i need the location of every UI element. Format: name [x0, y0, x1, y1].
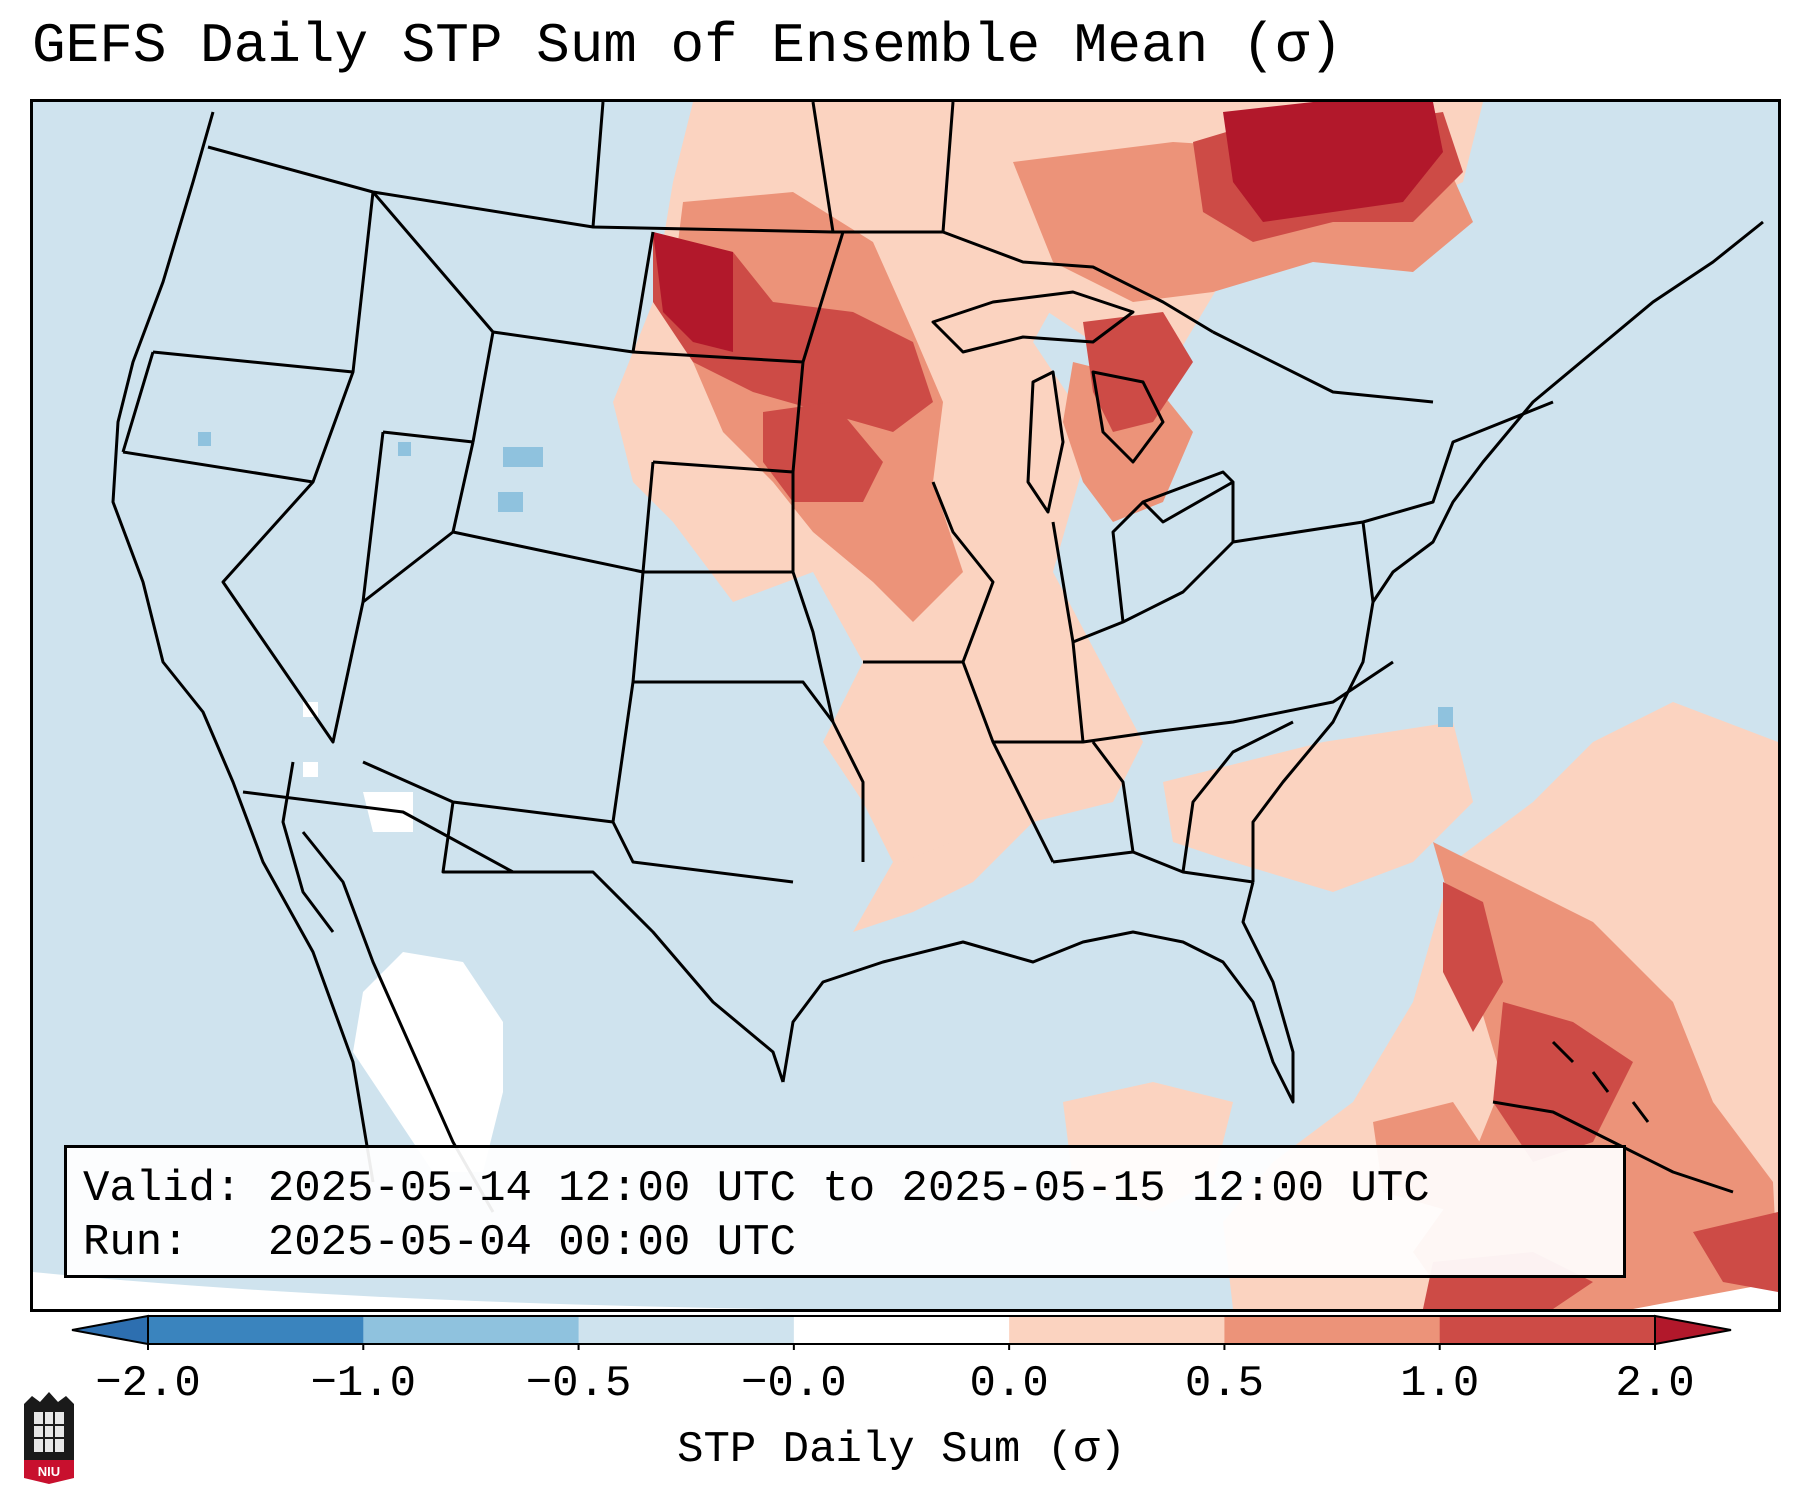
colorbar-tick-label: −0.0	[741, 1359, 847, 1409]
map-canvas	[33, 102, 1778, 1309]
colorbar-outline	[147, 1315, 1656, 1345]
lake-michigan	[1026, 370, 1065, 514]
anomaly-negative-virginia	[1438, 707, 1453, 727]
colorbar-tick-label: −2.0	[95, 1359, 201, 1409]
state-lines-east	[863, 400, 1554, 884]
gulf-coastline	[781, 881, 1295, 1104]
valid-run-info-box: Valid: 2025-05-14 12:00 UTC to 2025-05-1…	[64, 1145, 1626, 1278]
anomaly-negative-idaho	[498, 447, 543, 512]
projection-edge	[33, 1272, 773, 1309]
anomaly-negative-oregon	[198, 432, 411, 456]
geographic-outlines	[111, 102, 1764, 1213]
anomaly-near-zero-arizona	[363, 792, 413, 832]
anomaly-light-positive-texas	[833, 662, 993, 862]
colorbar-bin	[363, 1316, 580, 1344]
canada-province-lines	[591, 102, 1434, 404]
lake-superior	[931, 290, 1135, 354]
anomaly-near-zero-nevada	[303, 702, 318, 777]
state-lines-west	[121, 191, 655, 744]
colorbar-tick-label: 0.5	[1184, 1359, 1265, 1409]
colorbar-bin	[793, 1316, 1010, 1344]
anomaly-extreme-positive-montana	[653, 232, 733, 352]
chart-title: GEFS Daily STP Sum of Ensemble Mean (σ)	[32, 14, 1343, 78]
anomaly-near-zero-mexico	[353, 952, 503, 1172]
atlantic-coastline	[1251, 220, 1764, 882]
run-label: Run:	[83, 1218, 189, 1268]
colorbar-tick-label: 1.0	[1400, 1359, 1480, 1409]
colorbar-svg	[71, 1314, 1732, 1350]
colorbar-tick-label: −0.5	[525, 1359, 632, 1409]
colorbar-bin	[148, 1316, 364, 1344]
anomaly-strong-positive-caribbean	[1693, 1212, 1778, 1292]
colorbar-extend-low	[71, 1314, 149, 1346]
state-lines-central	[362, 231, 865, 884]
colorbar-tick-label: 0.0	[969, 1359, 1049, 1409]
colorbar-tick-label: −1.0	[310, 1359, 417, 1409]
colorbar	[0, 1310, 1803, 1350]
niu-logo: NIU	[24, 1392, 74, 1484]
colorbar-extend-high	[1654, 1314, 1732, 1346]
colorbar-bin	[1009, 1316, 1225, 1344]
anomaly-extreme-positive-north	[1223, 102, 1443, 222]
valid-time-range: 2025-05-14 12:00 UTC to 2025-05-15 12:00…	[267, 1164, 1430, 1214]
projection-edge-right	[1533, 1252, 1778, 1309]
colorbar-bin	[1439, 1316, 1656, 1344]
pacific-coastline	[111, 111, 375, 1183]
lake-huron	[1091, 370, 1165, 464]
cuba-outline	[1492, 1100, 1734, 1194]
anomaly-strong-positive-wisconsin	[1083, 312, 1193, 432]
colorbar-label: STP Daily Sum (σ)	[677, 1425, 1126, 1475]
logo-text: NIU	[38, 1464, 60, 1479]
run-time: 2025-05-04 00:00 UTC	[267, 1218, 796, 1268]
anomaly-light-positive-southeast	[1163, 722, 1473, 892]
bahamas-outline	[1551, 1040, 1650, 1123]
colorbar-bin	[1224, 1316, 1441, 1344]
colorbar-bin	[578, 1316, 795, 1344]
valid-label: Valid:	[83, 1164, 242, 1214]
anomaly-strong-positive-florida-coast	[1443, 882, 1503, 1032]
colorbar-tick-label: 2.0	[1615, 1359, 1695, 1409]
us-mexico-border	[242, 790, 785, 1083]
map-panel	[30, 99, 1781, 1312]
baja-coast	[281, 761, 335, 933]
anomaly-strong-positive-bahamas	[1493, 1002, 1633, 1162]
stp-anomaly-shading	[198, 102, 1778, 1309]
